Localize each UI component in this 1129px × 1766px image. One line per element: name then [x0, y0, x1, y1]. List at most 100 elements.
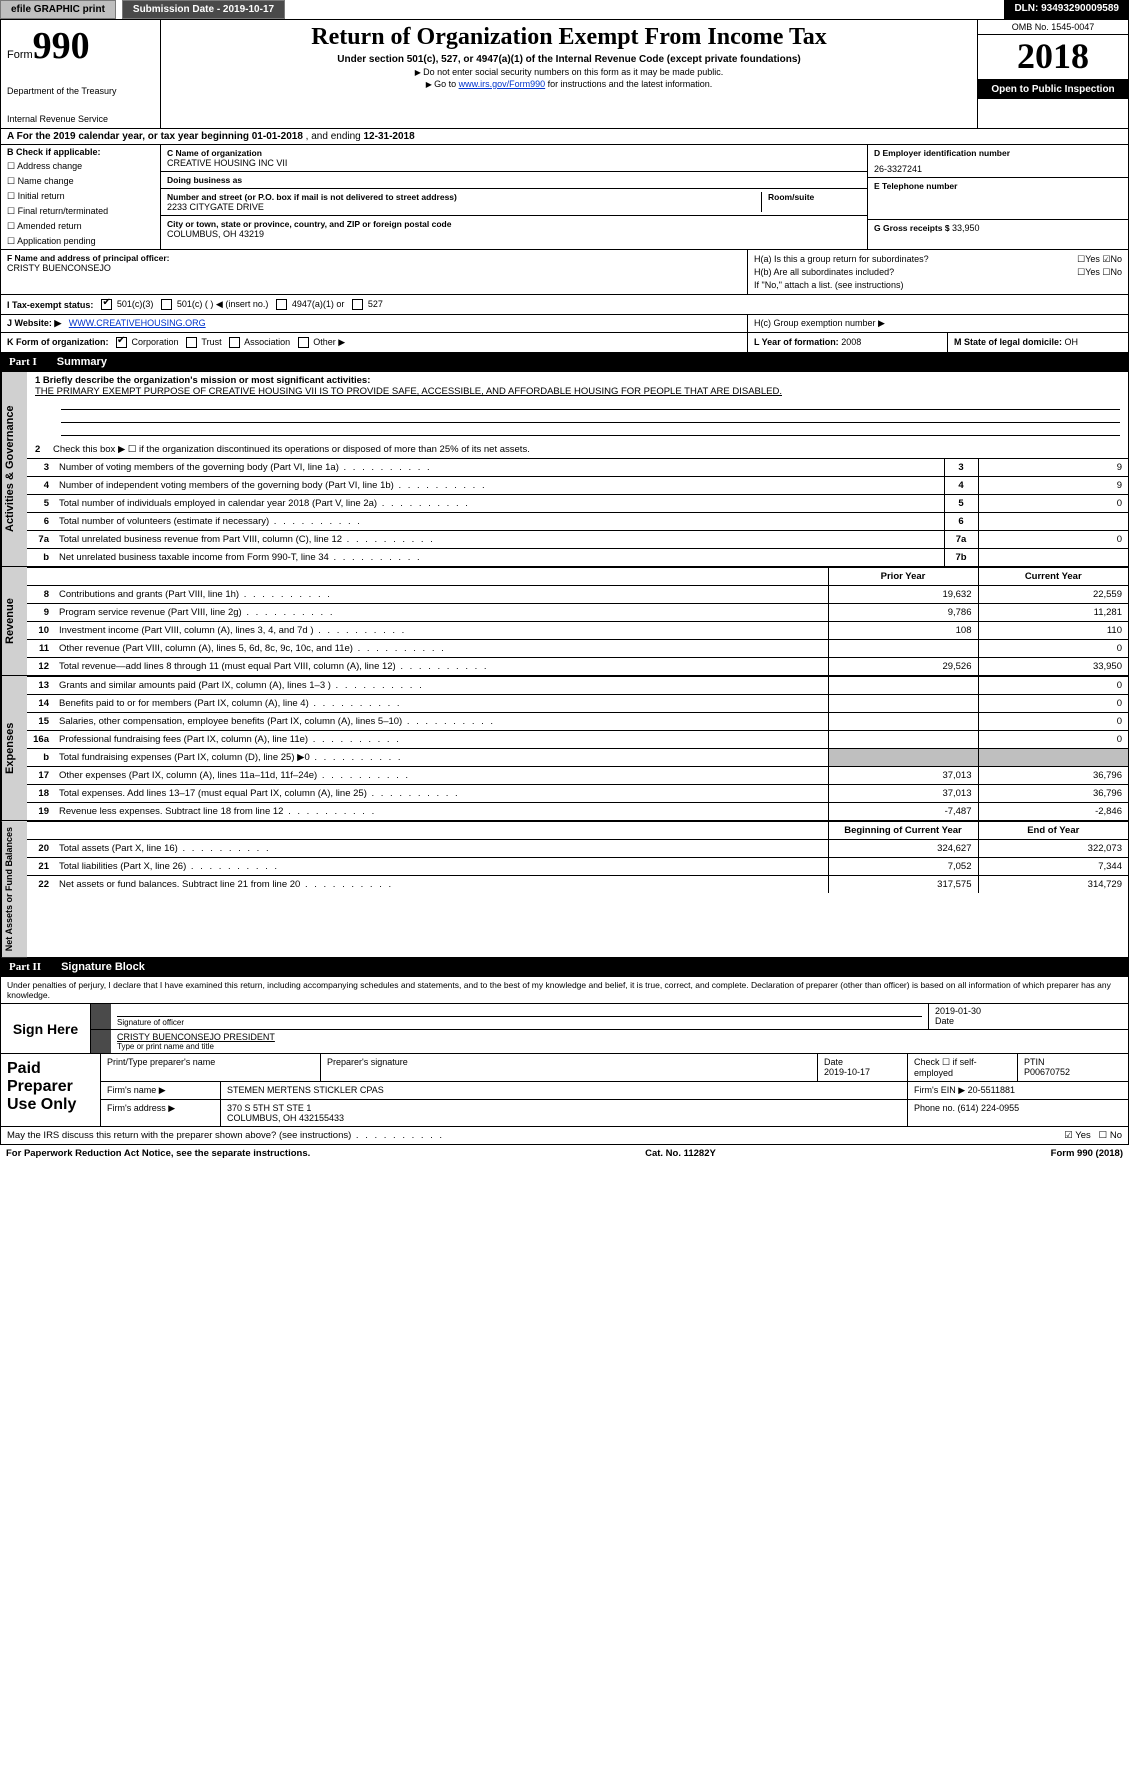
table-row: 11Other revenue (Part VIII, column (A), …	[27, 640, 1128, 658]
firm-addr-lbl: Firm's address ▶	[101, 1100, 221, 1126]
firm-ein: Firm's EIN ▶ 20-5511881	[908, 1082, 1128, 1099]
sig-officer-lbl: Signature of officer	[117, 1016, 922, 1027]
submission-date-button[interactable]: Submission Date - 2019-10-17	[122, 0, 285, 19]
opt-501c[interactable]: 501(c) ( ) ◀ (insert no.)	[161, 299, 268, 310]
prep-sig-lbl: Preparer's signature	[321, 1054, 818, 1081]
blank-line	[61, 399, 1120, 410]
cell-street: Number and street (or P.O. box if mail i…	[161, 189, 867, 216]
chk-initial-return[interactable]: Initial return	[1, 189, 160, 204]
dln-box: DLN: 93493290009589	[1004, 0, 1129, 19]
efile-button[interactable]: efile GRAPHIC print	[0, 0, 116, 19]
discuss-no: No	[1110, 1130, 1122, 1141]
firm-name-lbl: Firm's name ▶	[101, 1082, 221, 1099]
prep-row-1: Print/Type preparer's name Preparer's si…	[101, 1054, 1128, 1082]
submission-label: Submission Date -	[133, 4, 223, 15]
opt-4947[interactable]: 4947(a)(1) or	[276, 299, 344, 310]
note-goto: Go to www.irs.gov/Form990 for instructio…	[167, 79, 971, 89]
website-lbl: J Website: ▶	[7, 318, 61, 328]
governance-content: 1 Briefly describe the organization's mi…	[27, 372, 1128, 566]
firm-ein-val: 20-5511881	[968, 1085, 1015, 1095]
section-net: Net Assets or Fund Balances Beginning of…	[0, 821, 1129, 958]
footer-left: For Paperwork Reduction Act Notice, see …	[6, 1148, 310, 1159]
prep-self-emp[interactable]: Check ☐ if self-employed	[908, 1054, 1018, 1081]
firm-addr-val: 370 S 5TH ST STE 1 COLUMBUS, OH 43215543…	[221, 1100, 908, 1126]
website-link[interactable]: WWW.CREATIVEHOUSING.ORG	[69, 318, 206, 328]
chk-amended-return[interactable]: Amended return	[1, 219, 160, 234]
col-c: C Name of organization CREATIVE HOUSING …	[161, 145, 868, 249]
vtab-expenses: Expenses	[1, 676, 27, 820]
sig-row-2: CRISTY BUENCONSEJO PRESIDENT Type or pri…	[91, 1030, 1128, 1053]
line-i-lbl: I Tax-exempt status:	[7, 300, 93, 310]
opt-other[interactable]: Other ▶	[298, 337, 345, 347]
room-lbl: Room/suite	[768, 192, 861, 202]
net-content: Beginning of Current Year End of Year 20…	[27, 821, 1128, 957]
sign-fields: Signature of officer 2019-01-30 Date CRI…	[91, 1004, 1128, 1053]
submission-date: 2019-10-17	[223, 4, 274, 15]
opt-assoc[interactable]: Association	[229, 337, 290, 347]
opt-corp-lbl: Corporation	[132, 337, 179, 347]
dln-label: DLN:	[1014, 3, 1041, 14]
part-ii-head: Part II Signature Block	[0, 958, 1129, 977]
hq-a-yn[interactable]: ☐Yes ☑No	[1077, 254, 1122, 265]
form-subtitle: Under section 501(c), 527, or 4947(a)(1)…	[167, 54, 971, 65]
header-left: Form990 Department of the Treasury Inter…	[1, 20, 161, 128]
sig-officer-field[interactable]: Signature of officer	[111, 1004, 928, 1029]
opt-527-lbl: 527	[368, 299, 383, 309]
table-row: 9Program service revenue (Part VIII, lin…	[27, 604, 1128, 622]
street-lbl: Number and street (or P.O. box if mail i…	[167, 192, 761, 202]
firm-ein-lbl: Firm's EIN ▶	[914, 1085, 968, 1095]
hq-b-note: If "No," attach a list. (see instruction…	[754, 279, 1122, 291]
irs-label: Internal Revenue Service	[7, 114, 154, 124]
irs-link[interactable]: www.irs.gov/Form990	[459, 79, 546, 89]
form-prefix: Form	[7, 49, 33, 61]
chk-address-change[interactable]: Address change	[1, 159, 160, 174]
col-d-g: D Employer identification number 26-3327…	[868, 145, 1128, 249]
chk-application-pending[interactable]: Application pending	[1, 234, 160, 249]
col-b: B Check if applicable: Address change Na…	[1, 145, 161, 249]
table-row: 5Total number of individuals employed in…	[27, 495, 1128, 513]
part-i-label: Part I	[9, 356, 37, 368]
chk-name-change[interactable]: Name change	[1, 174, 160, 189]
opt-corp[interactable]: Corporation	[116, 337, 179, 347]
section-governance: Activities & Governance 1 Briefly descri…	[0, 372, 1129, 567]
discuss-yn[interactable]: ☑ Yes ☐ No	[1064, 1130, 1122, 1141]
revenue-table: Prior Year Current Year 8Contributions a…	[27, 567, 1128, 675]
net-head: Beginning of Current Year End of Year	[27, 822, 1128, 840]
line-a-pre: A For the 2019 calendar year, or tax yea…	[7, 131, 252, 142]
section-expenses: Expenses 13Grants and similar amounts pa…	[0, 676, 1129, 821]
vtab-net: Net Assets or Fund Balances	[1, 821, 27, 957]
opt-527[interactable]: 527	[352, 299, 383, 310]
line-a-mid: , and ending	[306, 131, 364, 142]
hb-no: No	[1110, 267, 1122, 277]
firm-name-val: STEMEN MERTENS STICKLER CPAS	[221, 1082, 908, 1099]
chk-final-return[interactable]: Final return/terminated	[1, 204, 160, 219]
sig-date-val: 2019-01-30	[935, 1006, 1122, 1016]
opt-501c3[interactable]: 501(c)(3)	[101, 299, 153, 310]
org-name-val: CREATIVE HOUSING INC VII	[167, 158, 861, 168]
city-val: COLUMBUS, OH 43219	[167, 229, 861, 239]
ha-no: No	[1110, 254, 1122, 264]
h-questions: H(a) Is this a group return for subordin…	[748, 250, 1128, 294]
col-end: End of Year	[978, 822, 1128, 840]
sig-name-field: CRISTY BUENCONSEJO PRESIDENT Type or pri…	[111, 1030, 1128, 1053]
topbar: efile GRAPHIC print Submission Date - 20…	[0, 0, 1129, 20]
discuss-yes: Yes	[1075, 1130, 1091, 1141]
prep-ptin: PTIN P00670752	[1018, 1054, 1128, 1081]
table-row: 7aTotal unrelated business revenue from …	[27, 531, 1128, 549]
line-l-val: 2008	[841, 337, 861, 347]
sig-row-1: Signature of officer 2019-01-30 Date	[91, 1004, 1128, 1030]
ptin-lbl: PTIN	[1024, 1057, 1122, 1067]
opt-trust[interactable]: Trust	[186, 337, 222, 347]
col-b-title: B Check if applicable:	[1, 145, 160, 159]
omb-number: OMB No. 1545-0047	[978, 20, 1128, 35]
org-name-lbl: C Name of organization	[167, 148, 861, 158]
gross-val: 33,950	[952, 223, 980, 233]
table-row: 3Number of voting members of the governi…	[27, 459, 1128, 477]
part-i-title: Summary	[57, 356, 107, 368]
firm-phone-val: (614) 224-0955	[958, 1103, 1020, 1113]
prep-date-lbl: Date	[824, 1057, 901, 1067]
hq-b-yn[interactable]: ☐Yes ☐No	[1077, 267, 1122, 278]
opt-assoc-lbl: Association	[244, 337, 290, 347]
paid-preparer-fields: Print/Type preparer's name Preparer's si…	[101, 1054, 1128, 1126]
prep-date-val: 2019-10-17	[824, 1067, 901, 1077]
